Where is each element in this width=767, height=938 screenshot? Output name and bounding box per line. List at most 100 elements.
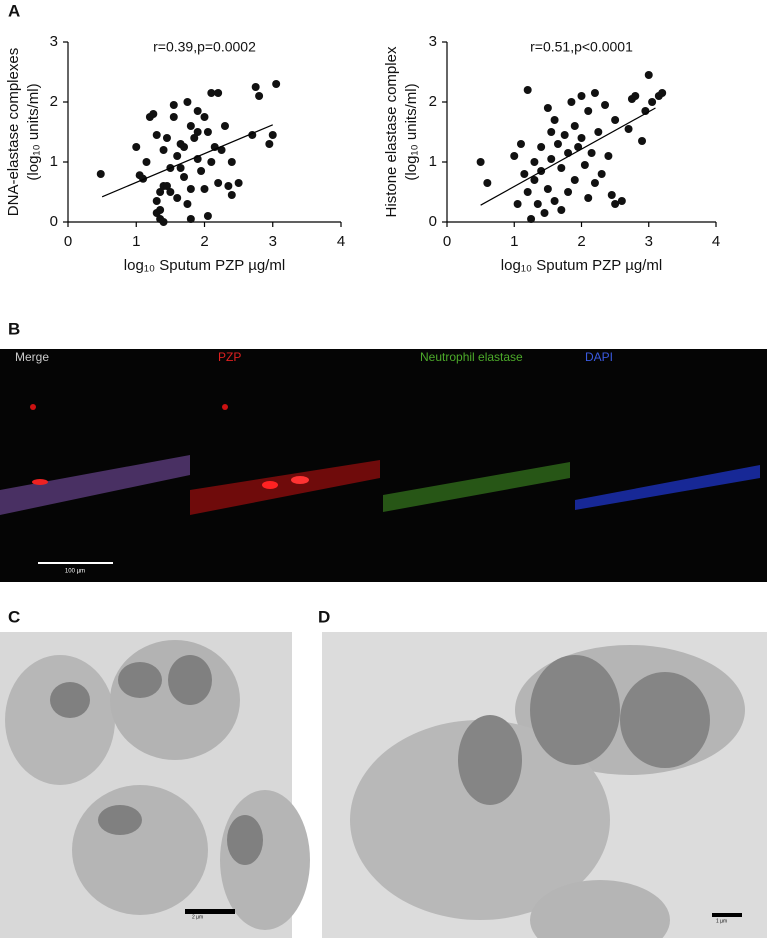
point [142, 158, 151, 166]
fluorescence-image: 100 µm Merge PZP Neutrophil elastase DAP… [0, 349, 767, 582]
point [214, 89, 223, 97]
point [152, 197, 161, 205]
annotation: r=0.51,p<0.0001 [530, 39, 633, 55]
point [272, 80, 281, 88]
point [590, 89, 599, 97]
point [547, 128, 556, 136]
panel-label: C [8, 607, 20, 626]
point [169, 101, 178, 109]
x-tick-label: 1 [510, 233, 518, 250]
point [180, 143, 189, 151]
point [162, 182, 171, 190]
y-tick-label: 1 [429, 153, 437, 170]
point [564, 188, 573, 196]
point [234, 179, 243, 187]
point [227, 191, 236, 199]
point [159, 146, 168, 154]
y-tick-label: 2 [50, 93, 58, 110]
point [580, 161, 589, 169]
point [550, 116, 559, 124]
point [152, 131, 161, 139]
point [265, 140, 274, 148]
point [132, 143, 141, 151]
point [584, 107, 593, 115]
x-tick-label: 1 [132, 233, 140, 250]
scale-label: 1 µm [716, 918, 727, 924]
fit-line [101, 124, 273, 198]
point [255, 92, 264, 100]
fit-line [480, 107, 656, 206]
point [186, 215, 195, 223]
point [193, 128, 202, 136]
point [557, 206, 566, 214]
point [644, 71, 653, 79]
point [570, 122, 579, 130]
x-tick-label: 4 [337, 233, 345, 250]
y-axis-label: DNA-elastase complexes [5, 48, 22, 216]
point [574, 143, 583, 151]
point [217, 146, 226, 154]
point [476, 158, 485, 166]
point [200, 185, 209, 193]
x-tick-label: 2 [200, 233, 208, 250]
point [550, 197, 559, 205]
point [193, 107, 202, 115]
point [159, 218, 168, 226]
channel-label: PZP [218, 350, 241, 364]
point [186, 185, 195, 193]
scale-label: 2 µm [192, 914, 203, 920]
point [570, 176, 579, 184]
point [227, 158, 236, 166]
point [560, 131, 569, 139]
point [520, 170, 529, 178]
point [638, 137, 647, 145]
point [513, 200, 522, 208]
y-tick-label: 0 [429, 213, 437, 230]
point [601, 101, 610, 109]
point [251, 83, 260, 91]
channel-label: Merge [15, 350, 49, 364]
x-axis-label: log₁₀ Sputum PZP µg/ml [501, 257, 662, 274]
point [156, 188, 165, 196]
point [268, 131, 277, 139]
x-tick-label: 2 [577, 233, 585, 250]
point [183, 98, 192, 106]
point [224, 182, 233, 190]
point [162, 134, 171, 142]
annotation: r=0.39,p=0.0002 [153, 39, 256, 55]
point [533, 200, 542, 208]
point [220, 122, 229, 130]
point [166, 188, 175, 196]
point [607, 191, 616, 199]
point [631, 92, 640, 100]
point [543, 185, 552, 193]
em-image: 2 µm [0, 632, 310, 938]
point [577, 92, 586, 100]
point [594, 128, 603, 136]
scale-label: 100 µm [65, 569, 85, 575]
point [207, 89, 216, 97]
point [173, 152, 182, 160]
point [590, 179, 599, 187]
y-axis-label: Histone elastase complex [383, 46, 400, 217]
point [200, 113, 209, 121]
point [597, 170, 606, 178]
channel-label: Neutrophil elastase [420, 350, 523, 364]
x-tick-label: 3 [645, 233, 653, 250]
point [611, 116, 620, 124]
point [530, 158, 539, 166]
y-tick-label: 3 [429, 33, 437, 50]
y-axis-label: (log₁₀ units/ml) [403, 83, 420, 180]
y-tick-label: 1 [50, 153, 58, 170]
x-tick-label: 4 [712, 233, 720, 250]
point [483, 179, 492, 187]
point [567, 98, 576, 106]
point [169, 113, 178, 121]
panel-label: B [8, 319, 20, 338]
point [553, 140, 562, 148]
point [96, 170, 105, 178]
point [540, 209, 549, 217]
point [604, 152, 613, 160]
point [611, 200, 620, 208]
